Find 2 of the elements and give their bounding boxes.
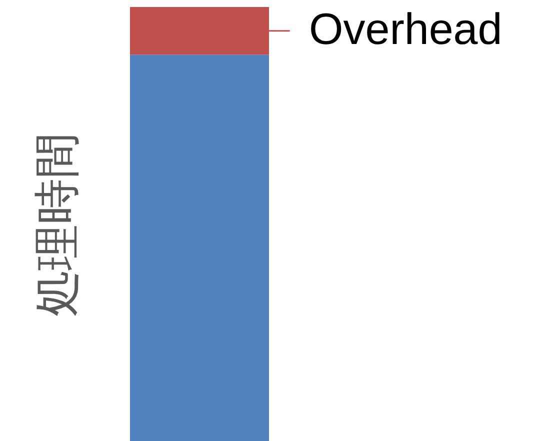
y-axis-title: 処理時間 xyxy=(30,132,84,316)
legend-label: Overhead xyxy=(309,4,502,54)
